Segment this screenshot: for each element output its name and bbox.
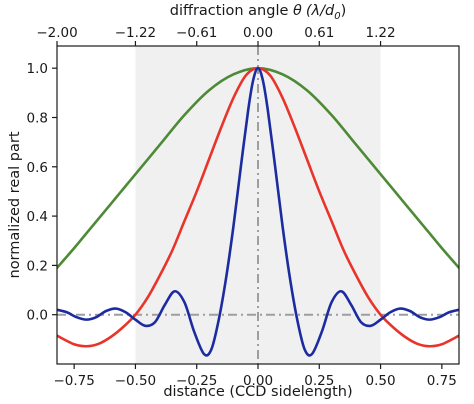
x-tick-label: −0.50 <box>115 373 156 389</box>
x-axis-label: distance (CCD sidelength) <box>163 384 352 400</box>
x-tick-label: 0.75 <box>427 373 457 389</box>
x-tick-label: 0.50 <box>366 373 396 389</box>
x-tick-label: −0.25 <box>176 373 217 389</box>
series-line-3 <box>57 66 459 357</box>
y-tick-label: 0.2 <box>27 258 48 274</box>
top-axis-label-prefix: diffraction angle <box>170 3 293 19</box>
y-tick-label: 0.0 <box>27 308 48 324</box>
plot-area <box>57 46 459 364</box>
y-tick-label: 0.6 <box>27 160 48 176</box>
top-x-tick-label: 1.22 <box>366 25 396 41</box>
top-axis-label-close: ) <box>341 3 347 19</box>
y-axis-label: normalized real part <box>7 131 23 278</box>
top-axis-label: diffraction angle θ (λ/d0) <box>170 3 347 22</box>
x-tick-label: 0.00 <box>243 373 273 389</box>
y-tick-label: 0.4 <box>27 209 48 225</box>
top-axis-label-symbol: θ <box>293 3 302 19</box>
top-x-tick-label: −1.22 <box>115 25 156 41</box>
x-tick-label: 0.25 <box>304 373 334 389</box>
top-x-tick-label: −0.61 <box>176 25 217 41</box>
y-tick-label: 0.8 <box>27 110 48 126</box>
top-axis-label-units: (λ/d <box>306 3 335 19</box>
top-x-tick-label: −2.00 <box>36 25 77 41</box>
y-tick-label: 1.0 <box>27 61 48 77</box>
top-x-tick-label: 0.61 <box>304 25 334 41</box>
top-x-tick-label: 0.00 <box>243 25 273 41</box>
ticks: −0.75 −0.50 −0.25 0.00 0.25 0.50 0.75 0.0 0.2 0.4… <box>27 25 457 389</box>
x-tick-label: −0.75 <box>53 373 94 389</box>
top-axis-label-sub: 0 <box>334 11 340 22</box>
